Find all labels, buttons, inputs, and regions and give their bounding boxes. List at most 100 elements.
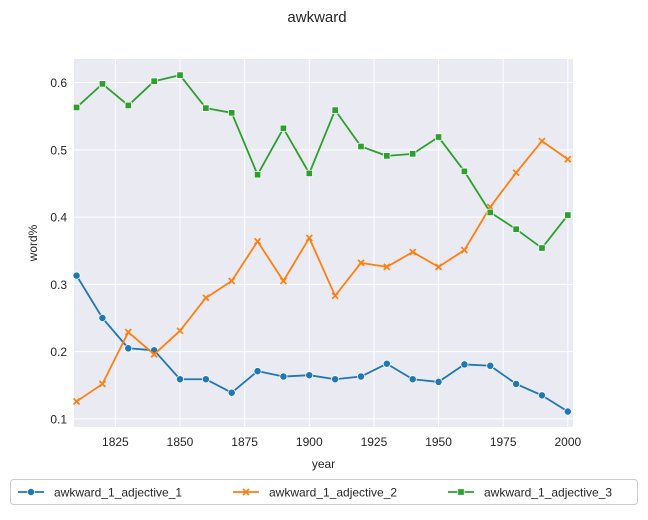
x-tick-label: 1925 bbox=[361, 435, 388, 449]
data-point bbox=[564, 155, 572, 163]
series-line bbox=[76, 140, 569, 403]
x-tick-label: 1850 bbox=[167, 435, 194, 449]
y-tick-label: 0.5 bbox=[50, 143, 67, 157]
legend: awkward_1_adjective_1 awkward_1_adjective… bbox=[10, 479, 638, 505]
data-point bbox=[331, 292, 339, 300]
series-2 bbox=[72, 137, 572, 406]
data-point bbox=[305, 371, 314, 380]
data-point bbox=[512, 225, 520, 233]
data-point bbox=[98, 380, 107, 388]
data-point bbox=[279, 277, 288, 285]
series-1 bbox=[72, 271, 572, 416]
data-point bbox=[382, 359, 391, 368]
data-point bbox=[331, 375, 340, 384]
data-point bbox=[124, 344, 133, 353]
x-marker-stroke bbox=[434, 263, 443, 271]
data-point bbox=[72, 271, 81, 280]
data-point bbox=[150, 350, 158, 358]
data-point bbox=[202, 104, 210, 112]
x-tick-label: 2000 bbox=[554, 435, 581, 449]
legend-entry: awkward_1_adjective_2 bbox=[233, 486, 397, 500]
x-tick-label: 1900 bbox=[296, 435, 323, 449]
data-point bbox=[331, 106, 339, 114]
x-marker-stroke bbox=[124, 328, 132, 336]
x-tick-label: 1875 bbox=[231, 435, 258, 449]
series-3 bbox=[73, 71, 572, 252]
legend-marker bbox=[457, 488, 465, 496]
series-line bbox=[75, 275, 569, 413]
x-marker-stroke bbox=[305, 234, 313, 242]
x-marker-stroke bbox=[538, 137, 546, 145]
data-point bbox=[228, 277, 236, 285]
data-point bbox=[305, 169, 313, 177]
x-marker-stroke bbox=[564, 155, 572, 163]
x-marker-stroke bbox=[357, 259, 365, 267]
data-point bbox=[538, 244, 546, 252]
series-line bbox=[75, 74, 569, 249]
y-tick-label: 0.6 bbox=[50, 76, 67, 90]
data-point bbox=[538, 137, 546, 145]
x-marker-stroke bbox=[98, 380, 107, 388]
x-tick-label: 1950 bbox=[425, 435, 452, 449]
data-point bbox=[486, 361, 495, 370]
data-point bbox=[228, 109, 236, 117]
y-tick-label: 0.1 bbox=[50, 412, 67, 426]
data-point bbox=[434, 263, 443, 271]
data-point bbox=[512, 169, 520, 177]
legend-label: awkward_1_adjective_2 bbox=[269, 486, 397, 500]
legend-marker bbox=[242, 488, 250, 496]
x-marker-stroke bbox=[150, 350, 158, 358]
data-point bbox=[408, 375, 417, 384]
data-point bbox=[383, 152, 391, 160]
data-point bbox=[434, 377, 443, 386]
legend-marker bbox=[27, 488, 35, 496]
data-point bbox=[253, 237, 262, 245]
data-point bbox=[409, 150, 417, 158]
data-point bbox=[279, 124, 287, 132]
legend-box bbox=[10, 479, 638, 505]
x-marker-stroke bbox=[383, 263, 391, 271]
x-marker-stroke bbox=[279, 277, 288, 285]
legend-entry: awkward_1_adjective_3 bbox=[448, 486, 612, 500]
data-point bbox=[176, 327, 184, 335]
x-marker-stroke bbox=[176, 327, 184, 335]
x-marker-stroke bbox=[202, 294, 210, 302]
x-tick-label: 1975 bbox=[490, 435, 517, 449]
y-tick-label: 0.3 bbox=[50, 278, 67, 292]
data-point bbox=[73, 103, 81, 111]
data-point bbox=[460, 360, 469, 369]
grid-lines bbox=[74, 59, 573, 427]
data-point bbox=[176, 375, 184, 384]
data-point bbox=[563, 407, 572, 416]
y-tick-label: 0.4 bbox=[50, 211, 67, 225]
data-point bbox=[435, 133, 443, 141]
data-point bbox=[305, 234, 313, 242]
data-point bbox=[512, 379, 521, 388]
x-marker-stroke bbox=[460, 246, 469, 254]
x-marker-stroke bbox=[242, 488, 250, 496]
data-point bbox=[357, 259, 365, 267]
legend-entry: awkward_1_adjective_1 bbox=[18, 486, 182, 500]
x-marker-stroke bbox=[331, 292, 339, 300]
data-point bbox=[486, 208, 494, 216]
data-point bbox=[357, 372, 365, 381]
data-point bbox=[150, 77, 158, 85]
data-point bbox=[202, 294, 210, 302]
x-marker-stroke bbox=[512, 169, 520, 177]
data-point bbox=[460, 246, 469, 254]
data-point bbox=[72, 397, 81, 406]
x-marker-stroke bbox=[72, 397, 81, 406]
chart-title: awkward bbox=[287, 9, 346, 26]
x-axis-label: year bbox=[312, 457, 335, 471]
data-point bbox=[409, 248, 417, 256]
data-point bbox=[253, 367, 262, 376]
data-point bbox=[98, 314, 107, 322]
x-marker-stroke bbox=[228, 277, 236, 285]
y-axis-label: word% bbox=[26, 224, 40, 262]
data-point bbox=[201, 375, 210, 384]
x-marker-stroke bbox=[409, 248, 417, 256]
data-point bbox=[254, 171, 262, 179]
y-tick-label: 0.2 bbox=[50, 345, 67, 359]
